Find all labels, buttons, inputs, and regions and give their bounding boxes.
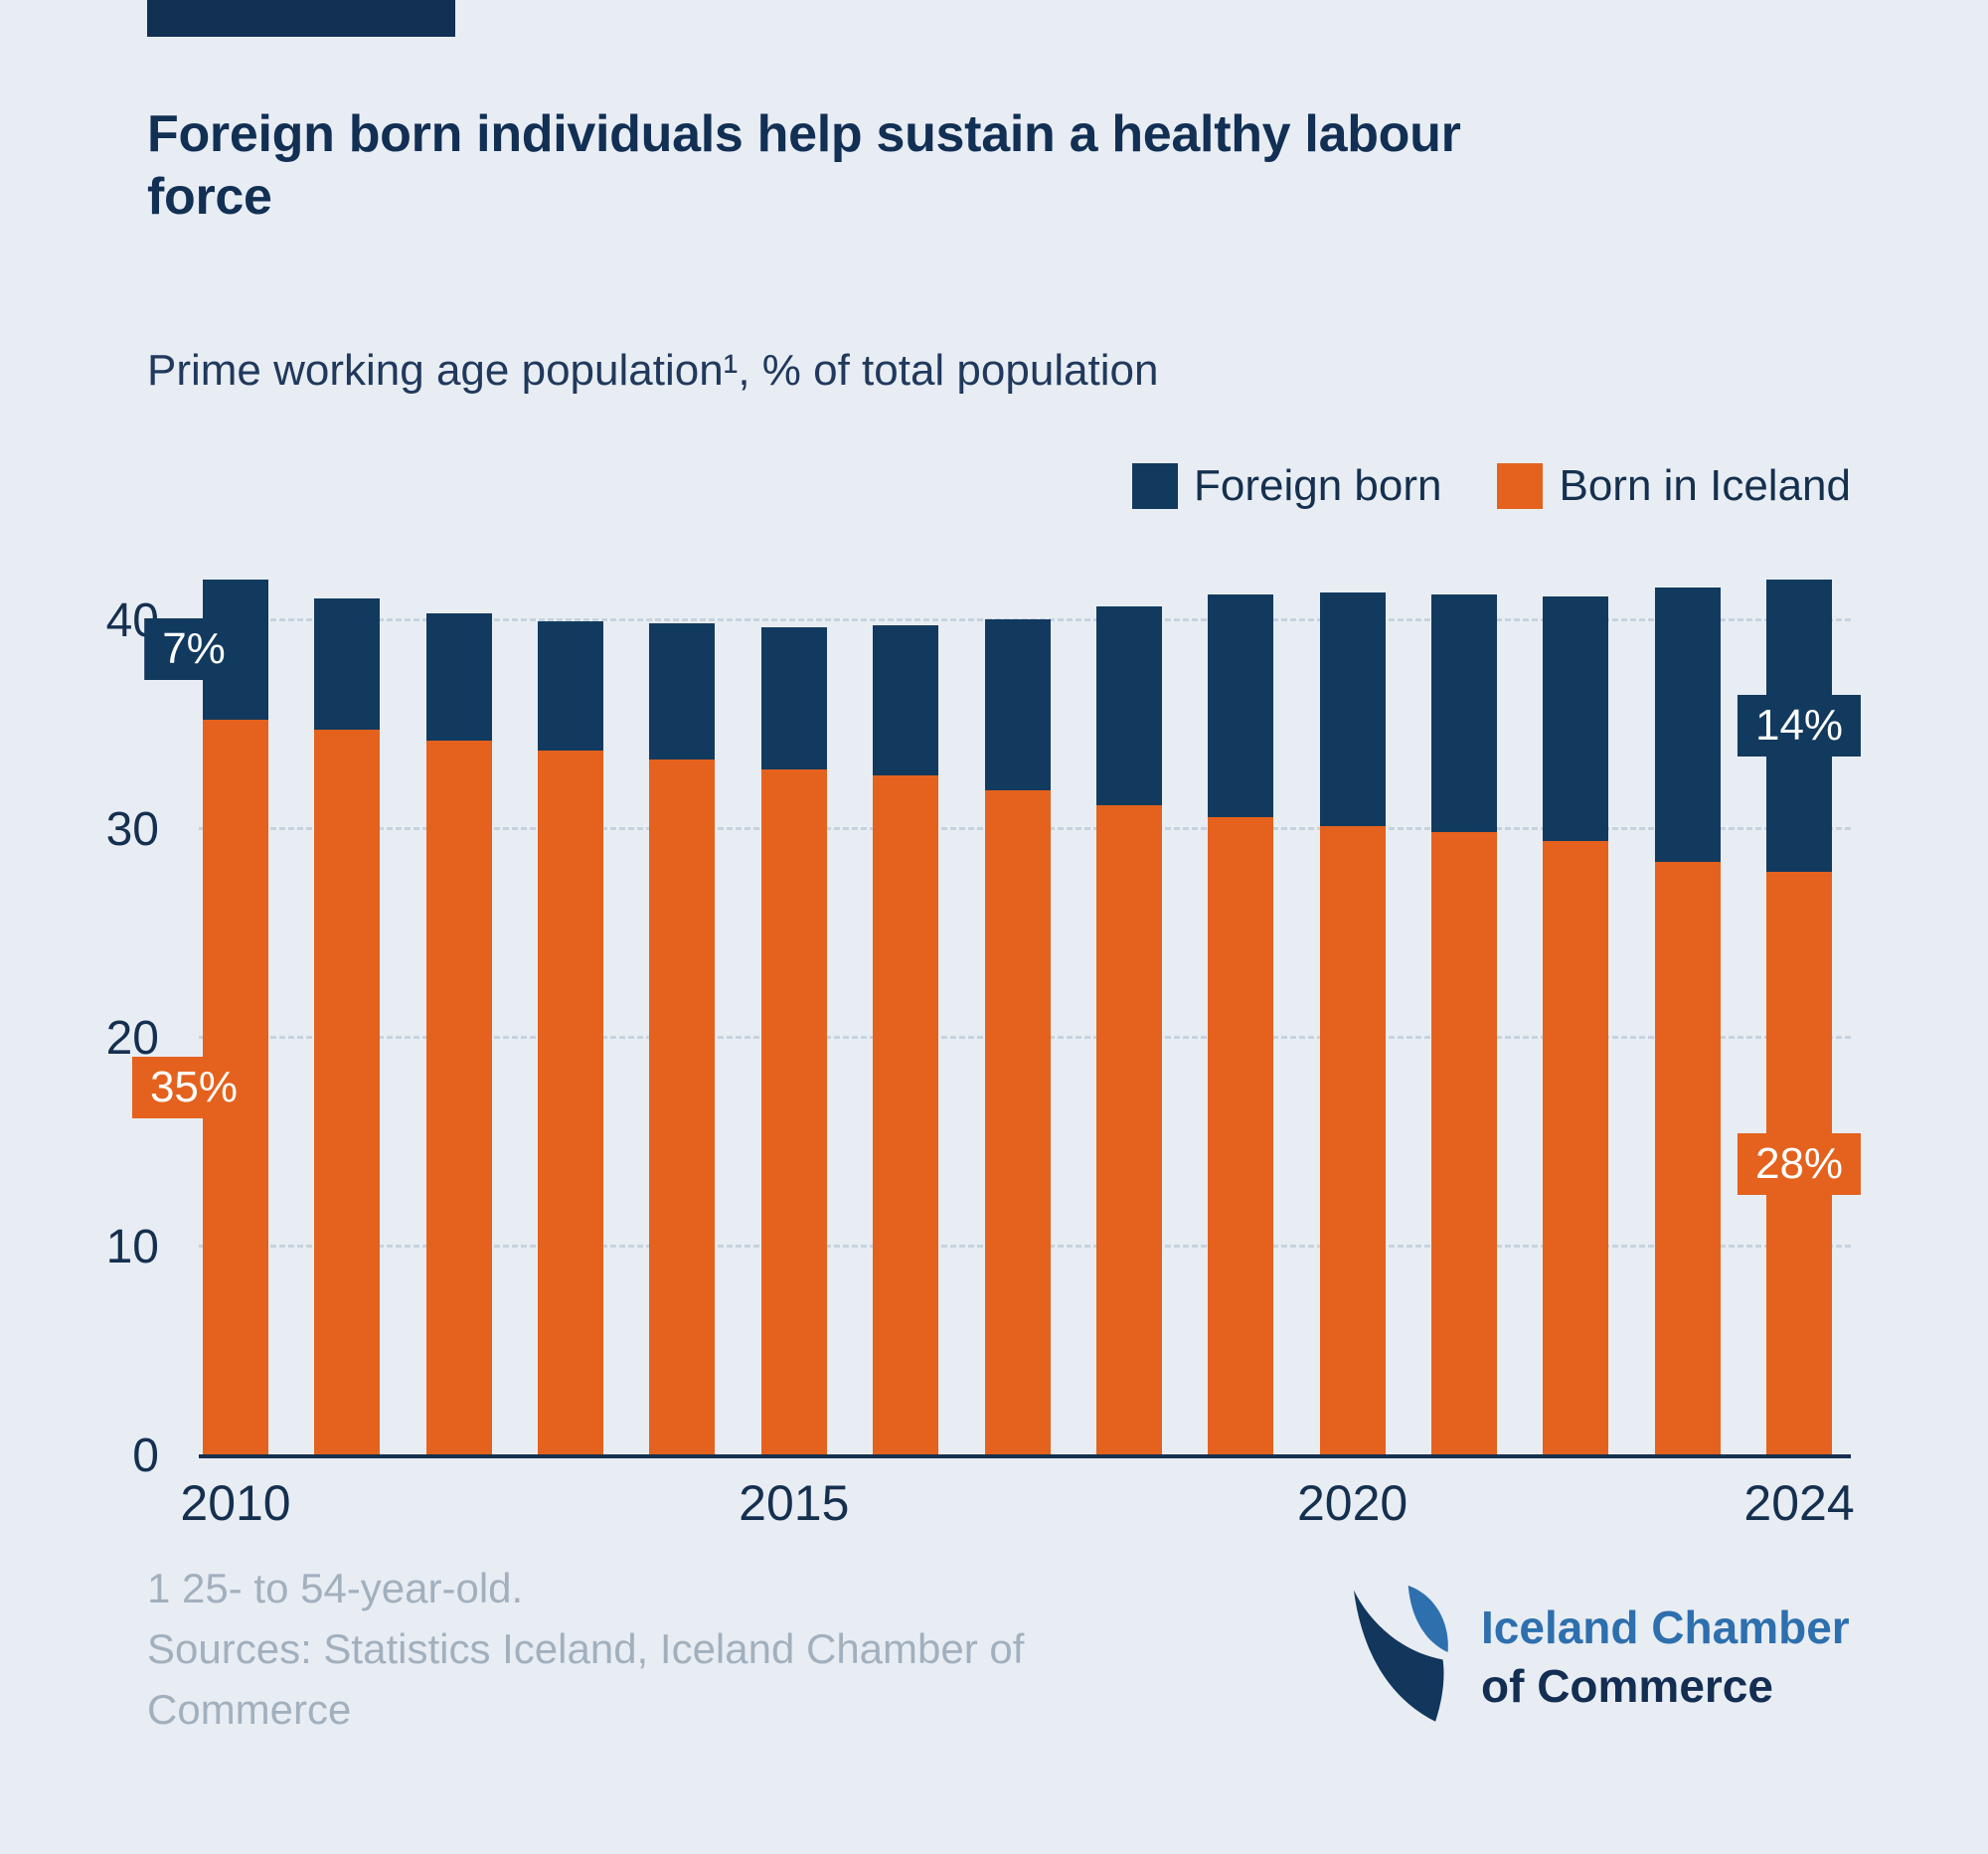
x-axis-line [199, 1454, 1851, 1458]
bar-2022 [1543, 595, 1609, 1456]
brand-accent-bar [147, 0, 455, 37]
legend: Foreign born Born in Iceland [1131, 461, 1851, 511]
segment-foreign-born-2023 [1654, 588, 1721, 862]
bar-value-label-14%: 14% [1737, 695, 1862, 757]
bar-2013 [538, 621, 604, 1456]
legend-label-foreign-born: Foreign born [1193, 461, 1442, 510]
segment-foreign-born-2017 [984, 618, 1051, 791]
segment-born-in-iceland-2012 [425, 740, 492, 1456]
legend-item-foreign-born: Foreign born [1131, 461, 1442, 511]
legend-swatch-foreign-born-icon [1131, 463, 1178, 509]
stacked-bar-chart: 7% 35% 14% 28% 0 10 20 30 40 2010 2015 2020 2024 [0, 552, 1988, 1605]
segment-born-in-iceland-2023 [1654, 861, 1721, 1456]
bar-2017 [984, 618, 1051, 1456]
x-tick-2010: 2010 [180, 1475, 291, 1531]
bar-value-label-35%: 35% [131, 1057, 256, 1119]
plot-area: 7% 35% 14% 28% [131, 572, 1862, 1458]
logo-line2: of Commerce [1481, 1660, 1773, 1712]
bar-2014 [649, 623, 716, 1456]
segment-foreign-born-2018 [1095, 606, 1162, 805]
bar-2010 [203, 580, 268, 1456]
segment-born-in-iceland-2015 [760, 769, 827, 1456]
y-tick-40: 40 [105, 594, 159, 647]
segment-born-in-iceland-2018 [1095, 804, 1162, 1456]
segment-born-in-iceland-2022 [1543, 840, 1609, 1456]
bar-2011 [314, 597, 381, 1456]
segment-foreign-born-2011 [314, 597, 381, 731]
segment-foreign-born-2015 [760, 627, 827, 770]
bar-2015 [760, 627, 827, 1456]
chart-subtitle: Prime working age population¹, % of tota… [147, 346, 1159, 395]
bar-2016 [873, 625, 939, 1456]
footnote-sources: Sources: Statistics Iceland, Iceland Cha… [147, 1624, 1025, 1733]
bar-2018 [1095, 606, 1162, 1456]
legend-item-born-in-iceland: Born in Iceland [1497, 461, 1851, 511]
segment-born-in-iceland-2019 [1208, 817, 1274, 1456]
bar-value-label-7%: 7% [144, 618, 244, 681]
y-tick-0: 0 [132, 1430, 159, 1482]
legend-swatch-born-in-iceland-icon [1497, 463, 1544, 509]
segment-born-in-iceland-2017 [984, 790, 1051, 1456]
segment-born-in-iceland-2013 [538, 751, 604, 1456]
segment-foreign-born-2019 [1208, 593, 1274, 818]
footnote-block: 1 25- to 54-year-old. Sources: Statistic… [147, 1559, 1171, 1741]
chart-title: Foreign born individuals help sustain a … [147, 105, 1461, 227]
bar-2023 [1654, 588, 1721, 1456]
segment-foreign-born-2012 [425, 612, 492, 741]
segment-foreign-born-2013 [538, 621, 604, 752]
segment-foreign-born-2021 [1430, 593, 1497, 833]
segment-born-in-iceland-2014 [649, 758, 716, 1456]
y-tick-10: 10 [105, 1221, 159, 1273]
x-tick-2024: 2024 [1743, 1475, 1855, 1531]
bar-2021 [1430, 593, 1497, 1456]
segment-foreign-born-2022 [1543, 595, 1609, 841]
bar-2020 [1319, 591, 1386, 1456]
segment-born-in-iceland-2021 [1430, 832, 1497, 1456]
bar-2012 [425, 612, 492, 1456]
segment-foreign-born-2016 [873, 625, 939, 776]
segment-foreign-born-2020 [1319, 591, 1386, 826]
segment-born-in-iceland-2011 [314, 730, 381, 1456]
x-tick-2015: 2015 [739, 1475, 850, 1531]
segment-foreign-born-2014 [649, 623, 716, 759]
segment-born-in-iceland-2020 [1319, 825, 1386, 1456]
iceland-chamber-logo: Iceland Chamber of Commerce [1344, 1583, 1850, 1732]
logo-leaf-icon [1353, 1585, 1448, 1722]
footnote-note: 1 25- to 54-year-old. [147, 1565, 524, 1611]
y-tick-30: 30 [105, 803, 159, 856]
legend-label-born-in-iceland: Born in Iceland [1559, 461, 1851, 510]
bar-2019 [1208, 593, 1274, 1456]
x-tick-2020: 2020 [1296, 1475, 1408, 1531]
bar-value-label-28%: 28% [1737, 1133, 1862, 1195]
logo-line1: Iceland Chamber [1481, 1601, 1850, 1654]
logo-text: Iceland Chamber of Commerce [1481, 1599, 1850, 1716]
segment-born-in-iceland-2016 [873, 775, 939, 1456]
y-tick-20: 20 [105, 1012, 159, 1065]
